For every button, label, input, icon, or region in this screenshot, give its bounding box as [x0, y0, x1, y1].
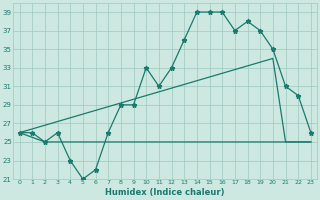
X-axis label: Humidex (Indice chaleur): Humidex (Indice chaleur)	[106, 188, 225, 197]
